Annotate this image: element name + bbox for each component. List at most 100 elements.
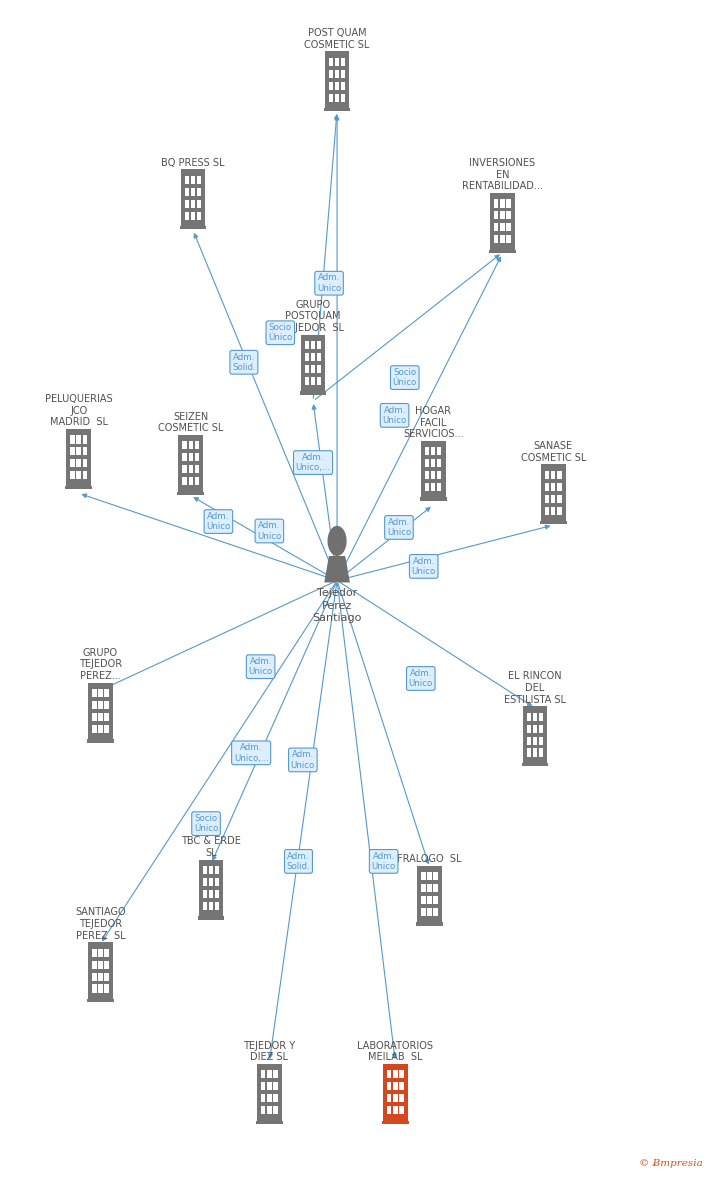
FancyBboxPatch shape (427, 896, 432, 904)
Text: Adm.
Unico: Adm. Unico (257, 522, 282, 540)
FancyBboxPatch shape (261, 1106, 266, 1114)
FancyBboxPatch shape (104, 689, 108, 697)
FancyBboxPatch shape (183, 441, 187, 450)
FancyBboxPatch shape (203, 878, 207, 886)
Text: GRUPO
TEJEDOR
PEREZ...: GRUPO TEJEDOR PEREZ... (79, 648, 122, 681)
FancyBboxPatch shape (311, 376, 315, 385)
FancyBboxPatch shape (197, 176, 201, 184)
Text: Adm.
Unico: Adm. Unico (382, 406, 407, 425)
FancyBboxPatch shape (393, 1094, 397, 1102)
Text: Adm.
Unico: Adm. Unico (290, 750, 315, 769)
FancyBboxPatch shape (557, 471, 561, 479)
FancyBboxPatch shape (189, 465, 193, 473)
FancyBboxPatch shape (104, 713, 108, 721)
Text: © Ƀmpresia: © Ƀmpresia (638, 1159, 703, 1168)
FancyBboxPatch shape (183, 453, 187, 461)
FancyBboxPatch shape (92, 972, 97, 981)
FancyBboxPatch shape (104, 961, 108, 969)
FancyBboxPatch shape (273, 1082, 277, 1090)
FancyBboxPatch shape (527, 713, 531, 721)
FancyBboxPatch shape (425, 447, 430, 455)
Text: Adm.
Solid.: Adm. Solid. (232, 353, 256, 372)
FancyBboxPatch shape (329, 81, 333, 90)
Text: Socio
Único: Socio Único (392, 368, 417, 387)
FancyBboxPatch shape (425, 459, 430, 467)
Text: LABORATORIOS
MEILAB  SL: LABORATORIOS MEILAB SL (357, 1041, 433, 1062)
FancyBboxPatch shape (71, 447, 75, 455)
FancyBboxPatch shape (527, 736, 531, 745)
FancyBboxPatch shape (98, 972, 103, 981)
FancyBboxPatch shape (500, 211, 505, 219)
FancyBboxPatch shape (267, 1070, 272, 1079)
FancyBboxPatch shape (261, 1094, 266, 1102)
FancyBboxPatch shape (506, 223, 510, 231)
FancyBboxPatch shape (317, 341, 321, 349)
FancyBboxPatch shape (197, 199, 201, 208)
FancyBboxPatch shape (209, 866, 213, 874)
FancyBboxPatch shape (539, 713, 543, 721)
FancyBboxPatch shape (215, 866, 219, 874)
FancyBboxPatch shape (399, 1070, 403, 1079)
FancyBboxPatch shape (341, 93, 345, 101)
FancyBboxPatch shape (88, 683, 113, 740)
FancyBboxPatch shape (437, 447, 441, 455)
FancyBboxPatch shape (533, 713, 537, 721)
FancyBboxPatch shape (341, 58, 345, 66)
FancyBboxPatch shape (198, 917, 224, 919)
FancyBboxPatch shape (437, 471, 441, 479)
FancyBboxPatch shape (209, 902, 213, 910)
Text: Adm.
Unico: Adm. Unico (387, 518, 411, 537)
Text: Adm.
Unico: Adm. Unico (248, 657, 273, 676)
FancyBboxPatch shape (104, 949, 108, 957)
FancyBboxPatch shape (203, 866, 207, 874)
FancyBboxPatch shape (427, 884, 432, 892)
FancyBboxPatch shape (539, 736, 543, 745)
FancyBboxPatch shape (494, 199, 499, 208)
Text: Adm.
Unico: Adm. Unico (371, 852, 396, 871)
FancyBboxPatch shape (335, 70, 339, 78)
FancyBboxPatch shape (191, 188, 195, 196)
FancyBboxPatch shape (527, 748, 531, 756)
FancyBboxPatch shape (82, 447, 87, 455)
FancyBboxPatch shape (393, 1070, 397, 1079)
FancyBboxPatch shape (273, 1070, 277, 1079)
FancyBboxPatch shape (267, 1082, 272, 1090)
FancyBboxPatch shape (305, 341, 309, 349)
FancyBboxPatch shape (393, 1106, 397, 1114)
FancyBboxPatch shape (194, 453, 199, 461)
FancyBboxPatch shape (329, 58, 333, 66)
FancyBboxPatch shape (433, 884, 438, 892)
FancyBboxPatch shape (545, 471, 550, 479)
FancyBboxPatch shape (433, 896, 438, 904)
Text: Tejedor
Perez
Santiago: Tejedor Perez Santiago (312, 588, 362, 623)
FancyBboxPatch shape (433, 907, 438, 916)
FancyBboxPatch shape (189, 477, 193, 485)
FancyBboxPatch shape (66, 430, 91, 486)
FancyBboxPatch shape (185, 211, 189, 219)
FancyBboxPatch shape (66, 486, 92, 489)
FancyBboxPatch shape (420, 498, 446, 500)
FancyBboxPatch shape (416, 923, 443, 925)
FancyBboxPatch shape (189, 441, 193, 450)
FancyBboxPatch shape (382, 1121, 408, 1123)
FancyBboxPatch shape (273, 1106, 277, 1114)
FancyBboxPatch shape (92, 949, 97, 957)
FancyBboxPatch shape (185, 176, 189, 184)
FancyBboxPatch shape (494, 235, 499, 243)
FancyBboxPatch shape (399, 1082, 403, 1090)
FancyBboxPatch shape (500, 199, 505, 208)
Text: FRALOGO  SL: FRALOGO SL (397, 854, 462, 864)
FancyBboxPatch shape (273, 1094, 277, 1102)
FancyBboxPatch shape (209, 890, 213, 898)
Text: Adm.
Unico: Adm. Unico (317, 274, 341, 293)
FancyBboxPatch shape (557, 483, 561, 491)
FancyBboxPatch shape (551, 471, 555, 479)
FancyBboxPatch shape (500, 235, 505, 243)
FancyBboxPatch shape (533, 748, 537, 756)
FancyBboxPatch shape (335, 93, 339, 101)
FancyBboxPatch shape (551, 494, 555, 503)
FancyBboxPatch shape (387, 1082, 392, 1090)
FancyBboxPatch shape (329, 70, 333, 78)
FancyBboxPatch shape (417, 866, 442, 923)
FancyBboxPatch shape (98, 961, 103, 969)
